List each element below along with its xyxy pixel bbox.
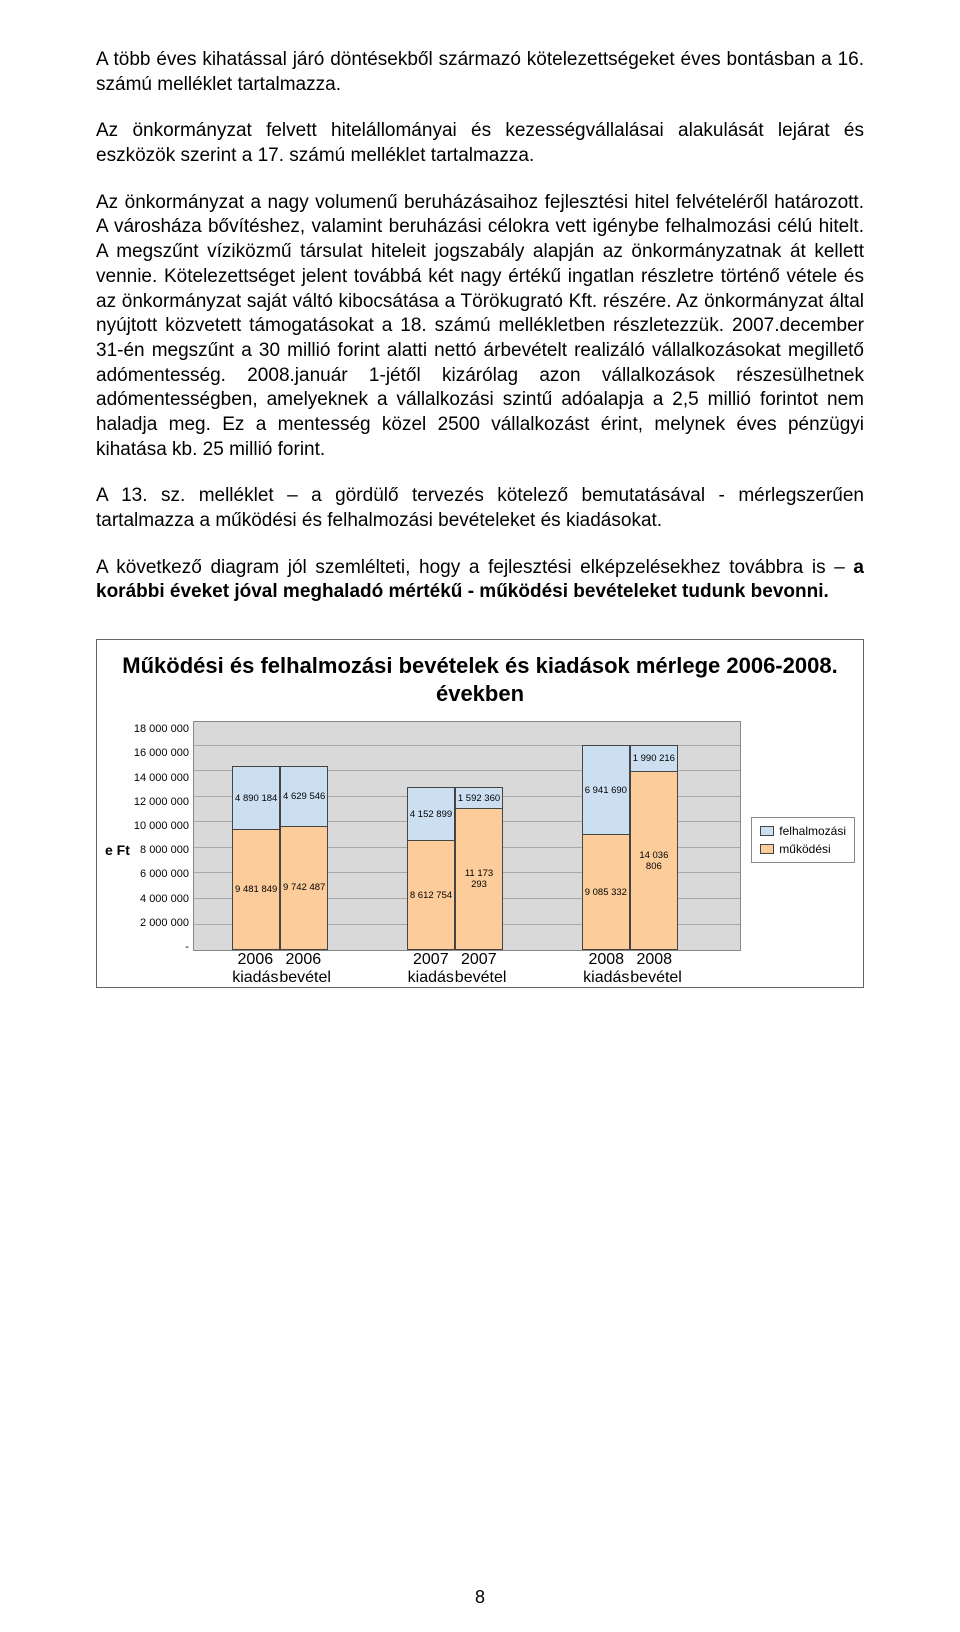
bar-segment: 1 990 216 bbox=[631, 746, 677, 771]
legend-item: felhalmozási bbox=[760, 824, 846, 838]
bar-segment: 8 612 754 bbox=[408, 840, 454, 949]
bar-segment: 9 742 487 bbox=[281, 826, 327, 949]
x-label-pair: 2007kiadás2007bevétel bbox=[407, 951, 503, 986]
bar-segment: 9 085 332 bbox=[583, 834, 629, 949]
paragraph-3: Az önkormányzat a nagy volumenű beruházá… bbox=[96, 191, 864, 463]
y-tick-label: 6 000 000 bbox=[140, 868, 189, 880]
bar-group: 4 152 8998 612 7541 592 36011 173 293 bbox=[407, 787, 503, 950]
bar-segment: 4 890 184 bbox=[233, 767, 279, 829]
x-label-pair: 2006kiadás2006bevétel bbox=[231, 951, 327, 986]
y-tick-label: 18 000 000 bbox=[134, 723, 189, 735]
legend-label: működési bbox=[779, 842, 830, 856]
y-tick-label: 14 000 000 bbox=[134, 772, 189, 784]
x-axis-label: 2008kiadás bbox=[582, 951, 630, 986]
paragraph-5-lead: A következő diagram jól szemlélteti, hog… bbox=[96, 557, 853, 578]
bar-segment: 4 629 546 bbox=[281, 767, 327, 826]
paragraph-5: A következő diagram jól szemlélteti, hog… bbox=[96, 556, 864, 605]
x-axis-label: 2008bevétel bbox=[630, 951, 678, 986]
paragraph-1: A több éves kihatással járó döntésekből … bbox=[96, 48, 864, 97]
bar-segment: 11 173 293 bbox=[456, 808, 502, 949]
bar-group: 6 941 6909 085 3321 990 21614 036 806 bbox=[582, 745, 678, 950]
stacked-bar: 4 629 5469 742 487 bbox=[280, 766, 328, 950]
x-axis-label: 2006bevétel bbox=[279, 951, 327, 986]
y-tick-label: - bbox=[185, 941, 189, 953]
x-axis-label: 2007bevétel bbox=[455, 951, 503, 986]
y-tick-label: 2 000 000 bbox=[140, 917, 189, 929]
x-axis-labels: 2006kiadás2006bevétel2007kiadás2007bevét… bbox=[193, 951, 741, 979]
bar-segment: 4 152 899 bbox=[408, 788, 454, 840]
legend-swatch bbox=[760, 844, 774, 854]
y-tick-label: 10 000 000 bbox=[134, 820, 189, 832]
chart-container: Működési és felhalmozási bevételek és ki… bbox=[96, 639, 864, 988]
legend-item: működési bbox=[760, 842, 846, 856]
y-tick-label: 4 000 000 bbox=[140, 893, 189, 905]
stacked-bar: 1 592 36011 173 293 bbox=[455, 787, 503, 950]
chart-plot-area: 4 890 1849 481 8494 629 5469 742 487 4 15… bbox=[193, 721, 741, 951]
y-tick-label: 12 000 000 bbox=[134, 796, 189, 808]
bar-segment: 6 941 690 bbox=[583, 746, 629, 834]
paragraph-4: A 13. sz. melléklet – a gördülő tervezés… bbox=[96, 484, 864, 533]
page-number: 8 bbox=[96, 1575, 864, 1608]
bar-group: 4 890 1849 481 8494 629 5469 742 487 bbox=[232, 766, 328, 950]
stacked-bar: 6 941 6909 085 332 bbox=[582, 745, 630, 950]
legend-label: felhalmozási bbox=[779, 824, 846, 838]
y-axis-ticks: 18 000 000 16 000 000 14 000 000 12 000 000… bbox=[134, 723, 193, 953]
stacked-bar: 4 152 8998 612 754 bbox=[407, 787, 455, 950]
chart-title: Működési és felhalmozási bevételek és ki… bbox=[105, 652, 855, 707]
stacked-bar: 1 990 21614 036 806 bbox=[630, 745, 678, 950]
y-tick-label: 8 000 000 bbox=[140, 844, 189, 856]
stacked-bar: 4 890 1849 481 849 bbox=[232, 766, 280, 950]
chart-legend: felhalmozási működési bbox=[751, 817, 855, 863]
paragraph-2: Az önkormányzat felvett hitelállományai … bbox=[96, 119, 864, 168]
y-axis-label: e Ft bbox=[105, 721, 134, 979]
plot-column: 4 890 1849 481 8494 629 5469 742 487 4 15… bbox=[193, 721, 741, 979]
bar-segment: 1 592 360 bbox=[456, 788, 502, 808]
chart-body: e Ft 18 000 000 16 000 000 14 000 000 12 00… bbox=[105, 721, 855, 979]
y-tick-label: 16 000 000 bbox=[134, 747, 189, 759]
bar-segment: 14 036 806 bbox=[631, 771, 677, 949]
legend-swatch bbox=[760, 826, 774, 836]
x-axis-label: 2007kiadás bbox=[407, 951, 455, 986]
bar-segment: 9 481 849 bbox=[233, 829, 279, 949]
x-axis-label: 2006kiadás bbox=[231, 951, 279, 986]
x-label-pair: 2008kiadás2008bevétel bbox=[582, 951, 678, 986]
